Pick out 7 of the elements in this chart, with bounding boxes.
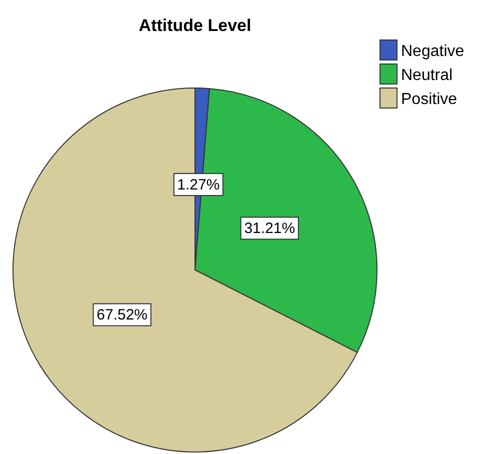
data-label: 1.27% [177,176,220,194]
data-label: 31.21% [244,220,296,238]
legend-label: Neutral [401,67,453,84]
data-label: 67.52% [96,306,148,324]
chart-title: Attitude Level [138,16,252,35]
legend-label: Positive [401,91,458,108]
legend-label: Negative [401,43,464,60]
